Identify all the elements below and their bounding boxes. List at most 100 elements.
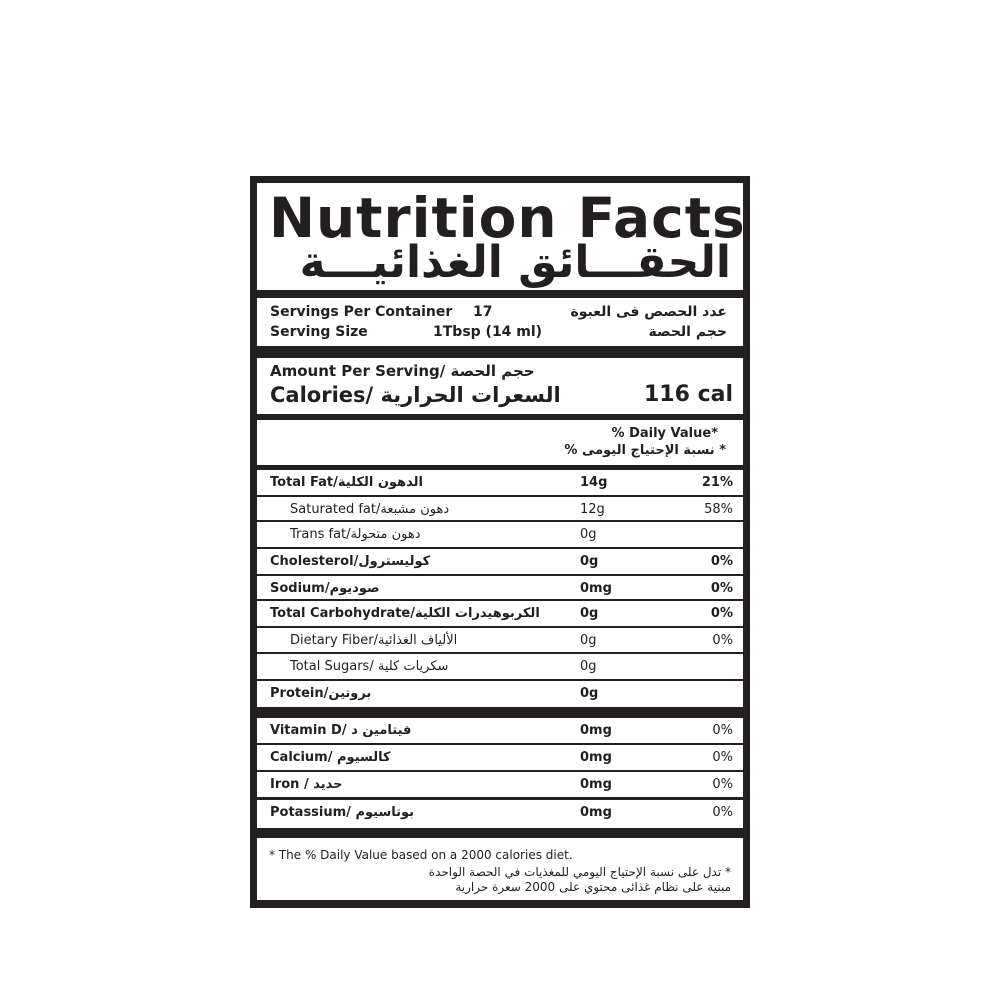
nutrient-name: Iron / حديد bbox=[270, 777, 343, 792]
nutrient-amount: 12g bbox=[580, 502, 605, 517]
nutrient-amount: 0g bbox=[580, 686, 599, 701]
nutrient-daily-value: 0% bbox=[712, 750, 733, 765]
label-ar: حجم الحصة bbox=[450, 362, 535, 380]
nutrient-row: Potassium/ بوتاسيوم 0mg 0% bbox=[257, 800, 743, 828]
nutrient-amount: 14g bbox=[580, 475, 608, 490]
nutrient-row: Total Carbohydrate/الكربوهيدرات الكلية 0g… bbox=[257, 601, 743, 626]
title-english: Nutrition Facts bbox=[269, 186, 746, 250]
name-ar: سكريات كلية bbox=[377, 659, 449, 674]
label: Servings Per Container bbox=[270, 304, 453, 320]
nutrient-row: Saturated fat/دهون مشبعة 12g 58% bbox=[257, 497, 743, 520]
nutrient-amount: 0mg bbox=[580, 750, 612, 765]
calories-label: Calories/ السعرات الحرارية bbox=[270, 383, 561, 407]
footnote-ar-line2: مبنية على نظام غذائى محتوي على 2000 سعرة… bbox=[455, 880, 731, 894]
nutrient-name: Vitamin D/ فيتامين د bbox=[270, 723, 411, 738]
footnote-panel: * The % Daily Value based on a 2000 calo… bbox=[257, 838, 743, 900]
nutrient-name: Total Sugars/ سكريات كلية bbox=[290, 659, 448, 674]
dv-header-ar: * نسبة الإحتياج اليومى % bbox=[564, 443, 726, 458]
nutrient-daily-value: 0% bbox=[710, 606, 733, 621]
name-en: Dietary Fiber/ bbox=[290, 633, 378, 648]
name-en: Iron / bbox=[270, 777, 314, 792]
nutrient-amount: 0g bbox=[580, 554, 599, 569]
name-en: Potassium/ bbox=[270, 805, 356, 820]
amount-panel: Amount Per Serving/ حجم الحصة Calories/ … bbox=[257, 358, 743, 414]
nutrient-daily-value: 21% bbox=[701, 475, 733, 490]
nutrient-row: Calcium/ كالسيوم 0mg 0% bbox=[257, 745, 743, 770]
nutrient-name: Sodium/صوديوم bbox=[270, 581, 380, 596]
label: Calories/ bbox=[270, 383, 374, 407]
servings-panel: Servings Per Container 17 عدد الحصص فى ا… bbox=[257, 298, 743, 346]
nutrient-daily-value: 0% bbox=[712, 633, 733, 648]
daily-value-header: % Daily Value* * نسبة الإحتياج اليومى % bbox=[257, 420, 743, 465]
nutrient-row: Iron / حديد 0mg 0% bbox=[257, 772, 743, 797]
footnote-ar: * تدل على نسبة الإحتياج اليومي للمغذيات … bbox=[429, 865, 731, 895]
nutrient-daily-value: 58% bbox=[704, 502, 733, 517]
nutrient-amount: 0g bbox=[580, 633, 597, 648]
nutrient-daily-value: 0% bbox=[712, 805, 733, 820]
name-ar: حديد bbox=[313, 777, 343, 792]
name-ar: كالسيوم bbox=[337, 750, 391, 765]
nutrient-name: Cholesterol/كوليسترول bbox=[270, 554, 430, 569]
name-en: Saturated fat/ bbox=[290, 502, 381, 517]
nutrient-daily-value: 0% bbox=[710, 581, 733, 596]
name-ar: كوليسترول bbox=[358, 554, 431, 569]
nutrient-name: Calcium/ كالسيوم bbox=[270, 750, 391, 765]
nutrient-name: Dietary Fiber/الألياف الغذائية bbox=[290, 633, 457, 648]
name-en: Total Fat/ bbox=[270, 475, 338, 490]
footnote-en: * The % Daily Value based on a 2000 calo… bbox=[269, 848, 573, 862]
nutrient-row: Total Fat/الدهون الكلية 14g 21% bbox=[257, 470, 743, 495]
name-ar: الألياف الغذائية bbox=[377, 633, 458, 648]
title-arabic: الحقـــائق الغذائيـــة bbox=[299, 237, 731, 288]
name-en: Sodium/ bbox=[270, 581, 330, 596]
nutrient-row: Trans fat/دهون متحولة 0g bbox=[257, 522, 743, 547]
label-ar: حجم الحصة bbox=[648, 324, 727, 340]
nutrient-amount: 0mg bbox=[580, 777, 612, 792]
name-ar: بوتاسيوم bbox=[355, 805, 415, 820]
name-en: Calcium/ bbox=[270, 750, 338, 765]
value: 17 bbox=[473, 304, 493, 320]
nutrient-name: Potassium/ بوتاسيوم bbox=[270, 805, 414, 820]
nutrient-row: Cholesterol/كوليسترول 0g 0% bbox=[257, 549, 743, 574]
serving-size: Serving Size 1Tbsp (14 ml) حجم الحصة bbox=[270, 324, 727, 344]
nutrient-name: Total Fat/الدهون الكلية bbox=[270, 475, 423, 490]
footnote-ar-line1: * تدل على نسبة الإحتياج اليومي للمغذيات … bbox=[428, 865, 731, 879]
nutrient-name: Protein/بروتين bbox=[270, 686, 371, 701]
name-en: Total Sugars/ bbox=[290, 659, 378, 674]
nutrient-amount: 0mg bbox=[580, 805, 612, 820]
name-en: Protein/ bbox=[270, 686, 329, 701]
name-ar: بروتين bbox=[328, 686, 372, 701]
nutrient-daily-value: 0% bbox=[712, 723, 733, 738]
nutrition-facts-label: Nutrition Facts الحقـــائق الغذائيـــة S… bbox=[250, 176, 750, 908]
nutrient-name: Saturated fat/دهون مشبعة bbox=[290, 502, 449, 517]
nutrient-daily-value: 0% bbox=[710, 554, 733, 569]
nutrient-amount: 0g bbox=[580, 606, 599, 621]
nutrient-name: Total Carbohydrate/الكربوهيدرات الكلية bbox=[270, 606, 540, 621]
nutrient-row: Dietary Fiber/الألياف الغذائية 0g 0% bbox=[257, 628, 743, 652]
label-ar: عدد الحصص فى العبوة bbox=[570, 304, 727, 320]
label: Serving Size bbox=[270, 324, 368, 340]
value: 1Tbsp (14 ml) bbox=[433, 324, 543, 340]
name-ar: فيتامين د bbox=[351, 723, 412, 738]
nutrient-amount: 0mg bbox=[580, 581, 612, 596]
name-en: Trans fat/ bbox=[290, 527, 351, 542]
name-ar: دهون متحولة bbox=[350, 527, 421, 542]
nutrient-name: Trans fat/دهون متحولة bbox=[290, 527, 420, 542]
nutrient-row: Vitamin D/ فيتامين د 0mg 0% bbox=[257, 718, 743, 743]
calories-value: 116 cal bbox=[643, 382, 733, 407]
name-en: Cholesterol/ bbox=[270, 554, 359, 569]
name-ar: صوديوم bbox=[329, 581, 380, 596]
name-en: Vitamin D/ bbox=[270, 723, 352, 738]
name-ar: الكربوهيدرات الكلية bbox=[415, 606, 540, 621]
servings-per-container: Servings Per Container 17 عدد الحصص فى ا… bbox=[270, 304, 727, 324]
nutrient-row: Protein/بروتين 0g bbox=[257, 681, 743, 707]
dv-header-en: % Daily Value* bbox=[611, 426, 718, 441]
nutrient-row: Sodium/صوديوم 0mg 0% bbox=[257, 576, 743, 599]
title-panel: Nutrition Facts الحقـــائق الغذائيـــة bbox=[257, 183, 746, 290]
nutrient-daily-value: 0% bbox=[712, 777, 733, 792]
nutrient-amount: 0g bbox=[580, 659, 597, 674]
nutrient-amount: 0mg bbox=[580, 723, 612, 738]
name-ar: دهون مشبعة bbox=[380, 502, 450, 517]
name-ar: الدهون الكلية bbox=[337, 475, 423, 490]
nutrient-amount: 0g bbox=[580, 527, 597, 542]
label-ar: السعرات الحرارية bbox=[380, 383, 561, 407]
